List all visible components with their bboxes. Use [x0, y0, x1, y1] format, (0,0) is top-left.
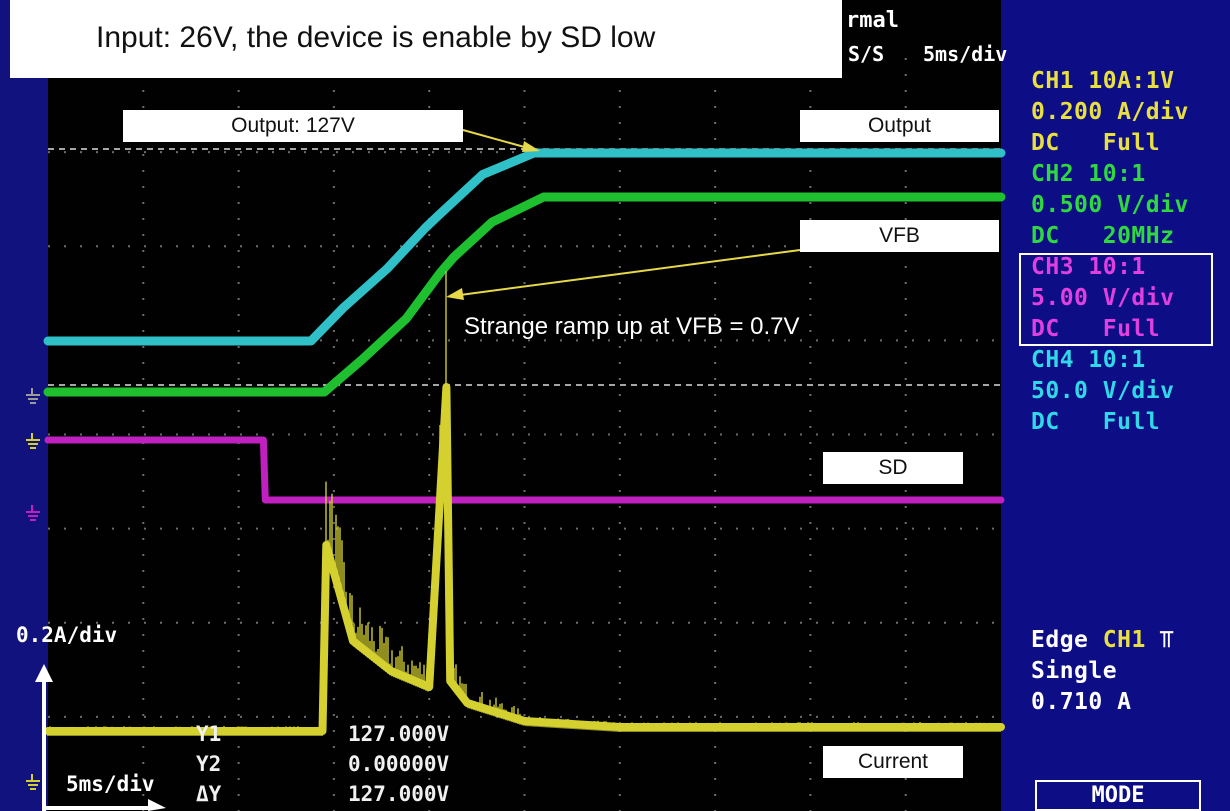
ch1-ground-marker-icon	[26, 433, 40, 449]
ch1-bottom-marker-icon	[26, 774, 40, 790]
ch4-title: CH4 10:1	[1031, 347, 1146, 373]
vfb-label: VFB	[800, 220, 999, 252]
ch3-ground-marker-icon	[26, 505, 40, 521]
dy-value: 127.000V	[348, 782, 450, 806]
ch3-title: CH3 10:1	[1031, 254, 1146, 280]
trigger-level: 0.710 A	[1031, 689, 1132, 715]
output-127-label: Output: 127V	[123, 110, 463, 142]
ch2-title: CH2 10:1	[1031, 161, 1146, 187]
trigger-channel: CH1	[1102, 627, 1146, 653]
trigger-mode: Single	[1031, 658, 1118, 684]
output-label: Output	[800, 110, 999, 142]
y-scale-arrow-icon	[35, 664, 53, 682]
graticule	[48, 58, 1001, 811]
ch1-coupling: DC Full	[1031, 130, 1161, 156]
mode-button[interactable]: MODE	[1035, 780, 1201, 811]
header-rate: S/S	[848, 42, 885, 66]
header-partial-label: rmal	[846, 8, 899, 33]
trace-vfb	[43, 192, 1006, 397]
channel-markers	[26, 388, 40, 790]
y2-label: Y2	[196, 752, 222, 776]
vfb-arrow-icon	[446, 288, 464, 300]
output-127-pointer-line	[462, 129, 529, 149]
trace-output	[43, 148, 1006, 346]
strange-ramp-annotation: Strange ramp up at VFB = 0.7V	[464, 313, 800, 340]
ch2-coupling: DC 20MHz	[1031, 223, 1175, 249]
ch2-ground-marker-icon	[26, 388, 40, 404]
header-timebase: 5ms/div	[923, 42, 1008, 66]
output-127-arrow-icon	[522, 141, 540, 152]
vfb-pointer-line	[459, 249, 801, 296]
y1-label: Y1	[196, 722, 222, 746]
ch4-scale: 50.0 V/div	[1031, 378, 1175, 404]
ch3-coupling: DC Full	[1031, 316, 1161, 342]
trigger-edge-text: Edge	[1031, 627, 1089, 653]
rising-edge-icon: ⫪	[1160, 627, 1174, 653]
dy-label: ΔY	[196, 782, 222, 806]
annotation-arrows	[35, 129, 801, 811]
ch3-selected-box[interactable]	[1019, 253, 1213, 346]
y-scale-label: 0.2A/div	[16, 623, 118, 647]
sd-label: SD	[823, 452, 963, 484]
ch4-coupling: DC Full	[1031, 409, 1161, 435]
trace-current-envelope	[47, 271, 1001, 736]
x-scale-arrow-icon	[148, 799, 166, 811]
chart-title: Input: 26V, the device is enable by SD l…	[10, 0, 842, 78]
traces	[43, 148, 1006, 736]
ch1-title: CH1 10A:1V	[1031, 68, 1175, 94]
ch1-scale: 0.200 A/div	[1031, 99, 1189, 125]
trigger-edge: Edge CH1 ⫪	[1031, 627, 1174, 653]
trace-sd	[44, 436, 1005, 504]
y2-value: 0.00000V	[348, 752, 450, 776]
current-label: Current	[823, 746, 963, 778]
ch2-scale: 0.500 V/div	[1031, 192, 1189, 218]
ch3-scale: 5.00 V/div	[1031, 285, 1175, 311]
y1-value: 127.000V	[348, 722, 450, 746]
x-scale-label: 5ms/div	[66, 772, 155, 796]
channel-settings-panel	[1001, 0, 1230, 811]
